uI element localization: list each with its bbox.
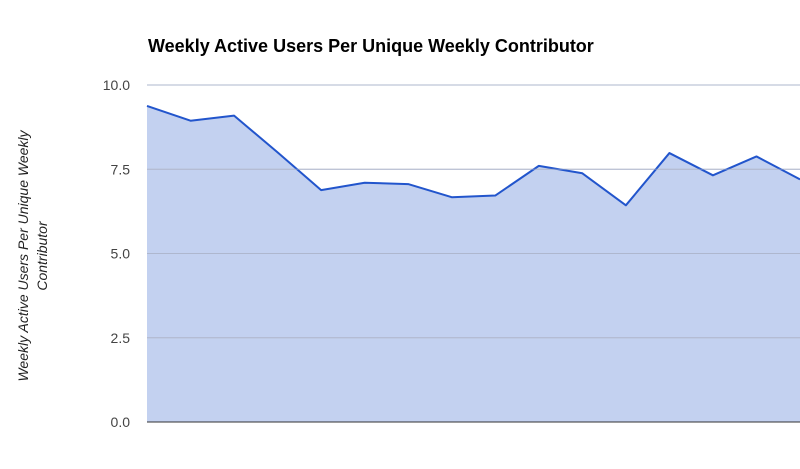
data-point bbox=[145, 104, 149, 108]
y-tick-label: 7.5 bbox=[111, 161, 131, 177]
data-point bbox=[232, 114, 236, 118]
series-line bbox=[146, 104, 800, 207]
data-point bbox=[667, 151, 671, 155]
data-point bbox=[363, 181, 367, 185]
y-tick-label: 5.0 bbox=[111, 246, 131, 262]
data-point bbox=[189, 119, 193, 123]
y-tick-label: 10.0 bbox=[103, 77, 130, 93]
data-point bbox=[276, 150, 280, 154]
data-point bbox=[711, 173, 715, 177]
data-point bbox=[319, 188, 323, 192]
data-point bbox=[624, 203, 628, 207]
y-tick-label: 0.0 bbox=[111, 414, 131, 430]
series-area-fill bbox=[147, 105, 800, 423]
data-point bbox=[493, 194, 497, 198]
data-point bbox=[450, 195, 454, 199]
data-point bbox=[580, 171, 584, 175]
data-point bbox=[537, 164, 541, 168]
data-point bbox=[754, 154, 758, 158]
y-tick-label: 2.5 bbox=[111, 330, 131, 346]
chart-title: Weekly Active Users Per Unique Weekly Co… bbox=[148, 36, 594, 56]
data-point bbox=[406, 182, 410, 186]
